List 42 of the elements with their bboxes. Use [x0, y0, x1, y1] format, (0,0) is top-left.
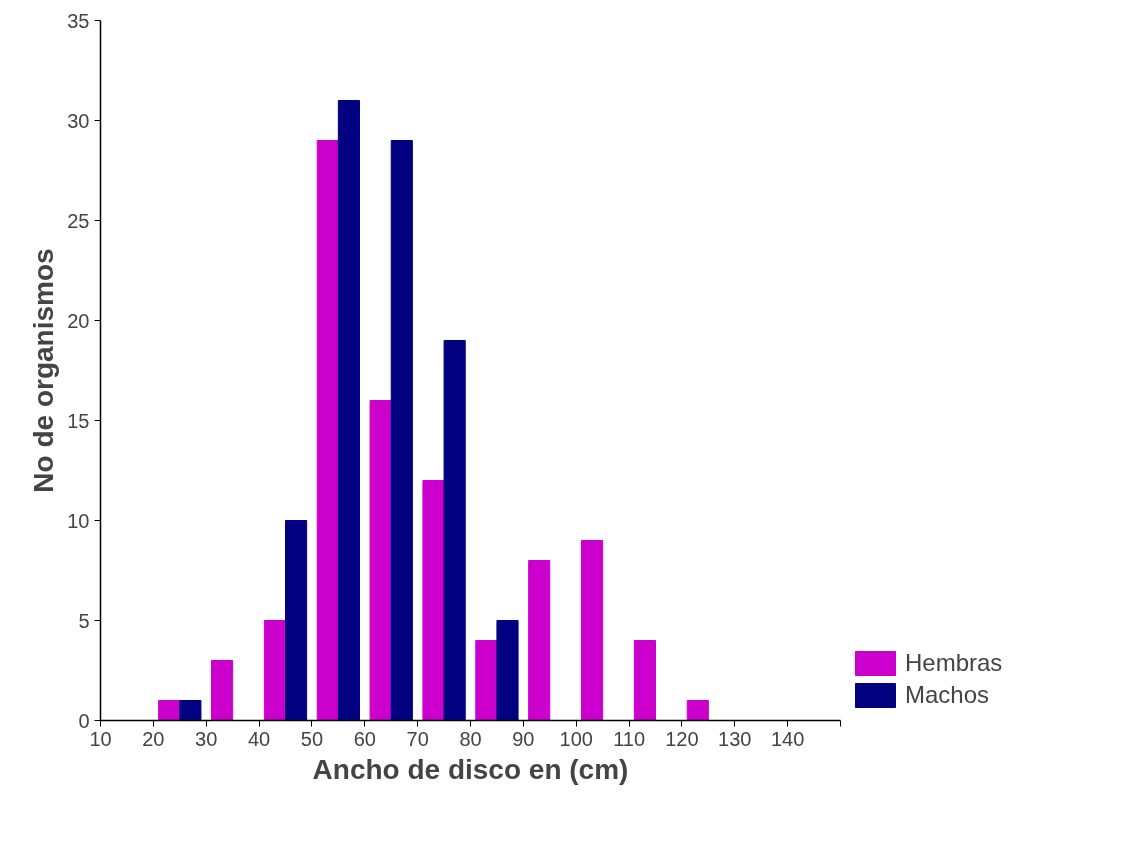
bar [316, 140, 339, 721]
x-tick-label: 130 [718, 727, 752, 750]
bar [475, 640, 498, 721]
x-tick-label: 90 [512, 727, 535, 750]
y-tick-label: 35 [67, 9, 90, 32]
y-tick-label: 15 [67, 409, 90, 432]
y-tick-label: 20 [67, 309, 90, 332]
x-tick-label: 20 [142, 727, 165, 750]
y-tick-label: 5 [78, 609, 90, 632]
bar [263, 620, 286, 721]
y-tick-label: 0 [78, 709, 90, 732]
x-tick-label: 120 [665, 727, 699, 750]
bar [443, 340, 466, 721]
bar [211, 660, 234, 721]
x-tick-label: 50 [300, 727, 324, 750]
bar [337, 100, 360, 721]
x-tick-label: 40 [247, 727, 271, 750]
x-tick-label: 100 [559, 727, 593, 750]
bar [158, 700, 181, 721]
bar [285, 520, 308, 721]
x-tick-label: 80 [459, 727, 482, 750]
bar [369, 400, 392, 721]
x-tick-label: 70 [406, 727, 429, 750]
x-tick-label: 110 [613, 727, 646, 750]
bar [686, 700, 709, 721]
x-tick-label: 30 [195, 727, 218, 750]
bar [422, 480, 445, 721]
bar [496, 620, 519, 721]
bar [633, 640, 656, 721]
bar [390, 140, 413, 721]
bar [179, 700, 202, 721]
x-tick-label: 60 [353, 727, 376, 750]
x-axis-title: Ancho de disco en (cm) [312, 753, 629, 785]
y-tick-label: 25 [67, 209, 90, 232]
y-axis-title: No de organismos [28, 248, 60, 493]
bar [581, 540, 604, 721]
x-tick-label: 140 [770, 727, 805, 750]
legend-label: Hembras [905, 649, 1003, 677]
y-tick-label: 10 [67, 509, 90, 532]
bar [528, 560, 551, 721]
y-tick-label: 30 [67, 109, 90, 132]
legend-label: Machos [905, 681, 990, 709]
